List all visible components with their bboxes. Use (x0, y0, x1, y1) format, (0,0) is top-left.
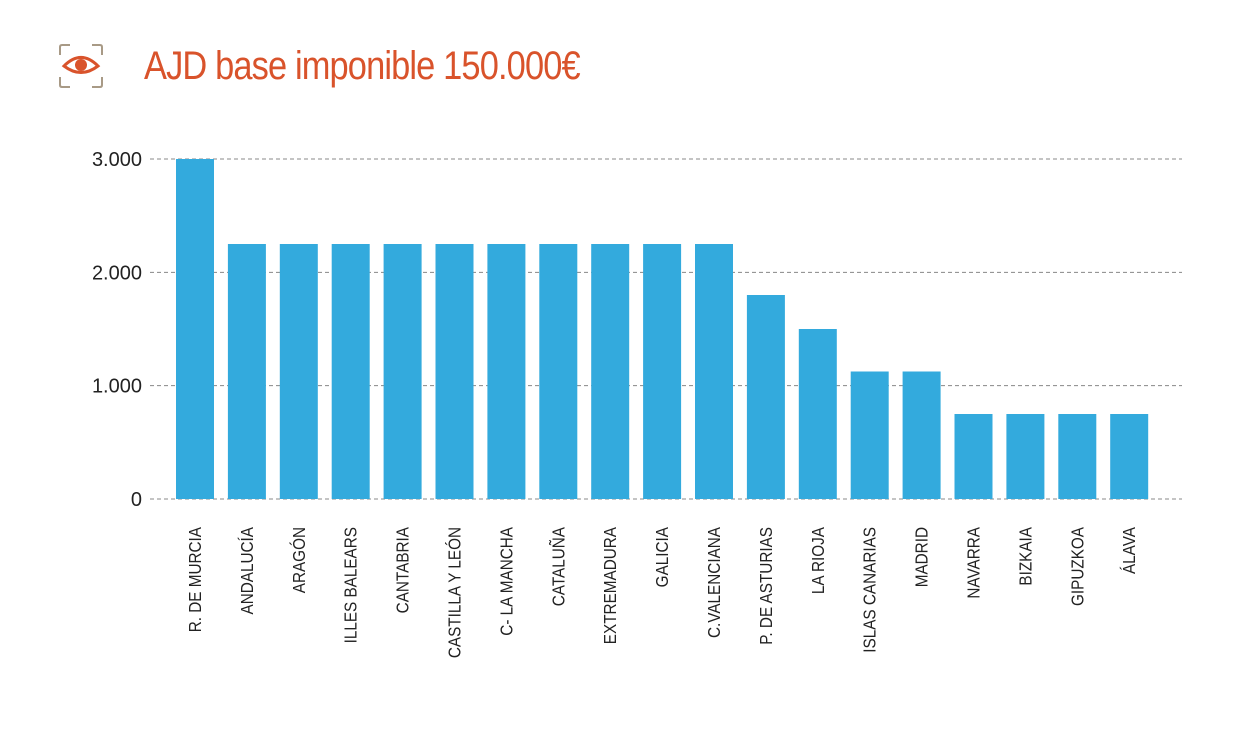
y-tick-label: 3.000 (92, 149, 142, 171)
x-axis-labels: R. DE MURCIA ANDALUCÍA ARAGÓN ILLES BALEARS… (185, 526, 1140, 658)
bar (954, 414, 993, 499)
bar (383, 244, 422, 499)
x-tick-label: ARAGÓN (289, 527, 309, 593)
y-tick-label: 0 (131, 489, 142, 511)
y-tick-label: 1.000 (92, 376, 142, 398)
bar (227, 244, 266, 499)
x-tick-label: ISLAS CANARIAS (860, 527, 880, 653)
x-tick-label: CANTABRIA (392, 526, 412, 613)
x-tick-label: ÁLAVA (1119, 526, 1139, 574)
bar (1110, 414, 1149, 499)
x-tick-label: C.VALENCIANA (704, 526, 724, 638)
bar (591, 244, 630, 499)
bar (850, 371, 889, 499)
x-tick-label: CASTILLA Y LEÓN (444, 527, 464, 658)
chart-title: AJD base imponible 150.000€ (144, 43, 581, 88)
bar (902, 371, 941, 499)
bar (643, 244, 682, 499)
bar (539, 244, 578, 499)
eye-icon (59, 44, 103, 88)
x-tick-label: MADRID (911, 527, 931, 587)
y-axis-ticks: 0 1.000 2.000 3.000 (92, 149, 142, 511)
y-tick-label: 2.000 (92, 262, 142, 284)
bars (176, 159, 1149, 499)
bar (695, 244, 733, 499)
bar (331, 244, 370, 499)
bar (1058, 414, 1097, 499)
bar (435, 244, 474, 499)
x-tick-label: R. DE MURCIA (185, 526, 205, 632)
x-tick-label: GIPUZKOA (1067, 526, 1087, 606)
x-tick-label: LA RIOJA (808, 526, 828, 594)
bar (798, 329, 837, 499)
chart-header: AJD base imponible 150.000€ (58, 36, 651, 96)
bar (279, 244, 318, 499)
grid-lines (150, 158, 1182, 500)
x-tick-label: NAVARRA (963, 526, 983, 598)
x-tick-label: ILLES BALEARS (341, 527, 361, 643)
x-tick-label: CATALUÑA (547, 526, 569, 606)
bar (746, 295, 785, 499)
x-tick-label: C- LA MANCHA (496, 526, 516, 636)
x-tick-label: GALICIA (652, 526, 672, 587)
bar (1006, 414, 1045, 499)
x-tick-label: ANDALUCÍA (237, 526, 257, 614)
x-tick-label: P. DE ASTURIAS (756, 527, 776, 645)
x-tick-label: EXTREMADURA (600, 526, 620, 644)
bar (487, 244, 526, 499)
bar (176, 159, 214, 499)
x-tick-label: BIZKAIA (1015, 526, 1035, 585)
